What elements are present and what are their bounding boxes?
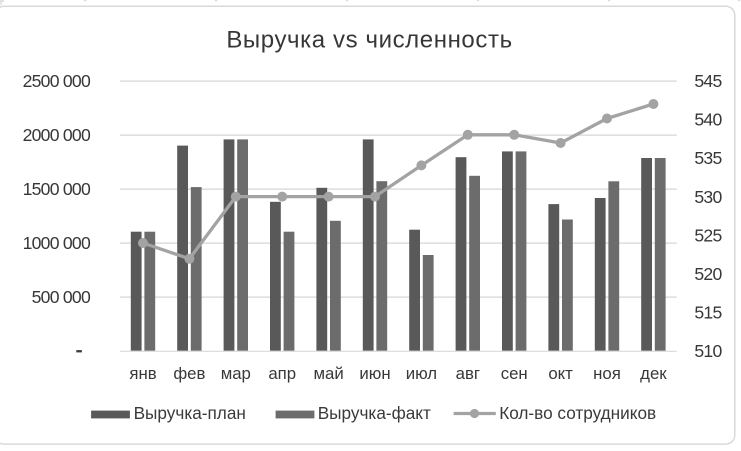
svg-text:Выручка-факт: Выручка-факт xyxy=(318,403,431,423)
svg-text:ноя: ноя xyxy=(593,364,621,383)
svg-text:1000 000: 1000 000 xyxy=(23,233,91,253)
svg-text:545: 545 xyxy=(694,71,722,91)
svg-text:530: 530 xyxy=(694,187,722,207)
svg-text:июн: июн xyxy=(359,364,390,383)
svg-text:500 000: 500 000 xyxy=(32,287,91,307)
svg-text:апр: апр xyxy=(268,364,296,383)
svg-text:2500 000: 2500 000 xyxy=(23,71,91,91)
svg-text:520: 520 xyxy=(694,264,722,284)
svg-text:окт: окт xyxy=(548,364,573,383)
svg-text:510: 510 xyxy=(694,341,722,361)
svg-text:май: май xyxy=(313,364,343,383)
svg-text:фев: фев xyxy=(173,364,205,383)
svg-text:июл: июл xyxy=(406,364,437,383)
svg-text:янв: янв xyxy=(129,364,156,383)
svg-text:Кол-во сотрудников: Кол-во сотрудников xyxy=(499,403,656,423)
svg-text:Выручка-план: Выручка-план xyxy=(134,403,246,423)
svg-text:авг: авг xyxy=(456,364,480,383)
svg-text:2000 000: 2000 000 xyxy=(23,125,91,145)
svg-text:515: 515 xyxy=(694,303,722,323)
svg-text:дек: дек xyxy=(640,364,667,383)
svg-text:1500 000: 1500 000 xyxy=(23,179,91,199)
svg-text:сен: сен xyxy=(501,364,528,383)
svg-text:мар: мар xyxy=(221,364,251,383)
svg-text:525: 525 xyxy=(694,225,722,245)
svg-text:540: 540 xyxy=(694,110,722,130)
svg-text:Выручка vs численность: Выручка vs численность xyxy=(226,27,512,54)
svg-text:535: 535 xyxy=(694,148,722,168)
